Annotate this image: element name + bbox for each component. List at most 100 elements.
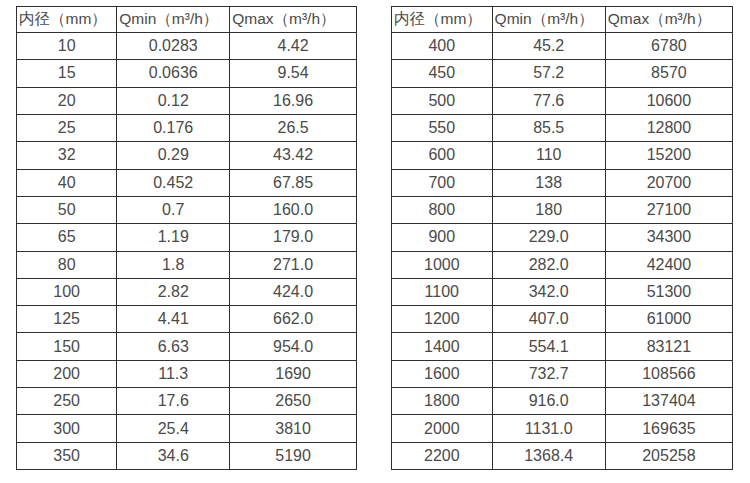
table-row: 40045.26780	[392, 33, 733, 60]
diameter-cell: 100	[17, 278, 117, 305]
qmin-cell: 229.0	[492, 224, 605, 251]
qmin-cell: 1368.4	[492, 442, 605, 469]
diameter-cell: 500	[392, 87, 493, 114]
qmin-cell: 282.0	[492, 251, 605, 278]
qmax-cell: 10600	[605, 87, 732, 114]
header-row: 内径（mm）Qmin（m³/h）Qmax（m³/h）	[17, 7, 357, 33]
table-row: 1002.82424.0	[17, 278, 357, 305]
diameter-cell: 1200	[392, 306, 493, 333]
qmax-cell: 9.54	[230, 60, 357, 87]
qmin-cell: 2.82	[117, 278, 230, 305]
qmax-cell: 954.0	[230, 333, 357, 360]
diameter-cell: 1100	[392, 278, 493, 305]
qmax-cell: 26.5	[230, 114, 357, 141]
table-row: 70013820700	[392, 169, 733, 196]
qmin-column-header: Qmin（m³/h）	[117, 7, 230, 33]
table-row: 651.19179.0	[17, 224, 357, 251]
qmin-cell: 85.5	[492, 114, 605, 141]
qmin-cell: 77.6	[492, 87, 605, 114]
table-row: 1000282.042400	[392, 251, 733, 278]
qmax-cell: 271.0	[230, 251, 357, 278]
table-row: 1600732.7108566	[392, 360, 733, 387]
table-row: 250.17626.5	[17, 114, 357, 141]
qmax-cell: 83121	[605, 333, 732, 360]
qmax-cell: 15200	[605, 142, 732, 169]
qmax-cell: 67.85	[230, 169, 357, 196]
diameter-cell: 300	[17, 415, 117, 442]
diameter-cell: 2200	[392, 442, 493, 469]
qmax-cell: 160.0	[230, 196, 357, 223]
diameter-cell: 50	[17, 196, 117, 223]
header-row: 内径（mm）Qmin（m³/h）Qmax（m³/h）	[392, 7, 733, 33]
qmin-cell: 110	[492, 142, 605, 169]
diameter-cell: 900	[392, 224, 493, 251]
qmin-cell: 0.176	[117, 114, 230, 141]
qmin-cell: 0.0283	[117, 33, 230, 60]
qmax-cell: 137404	[605, 388, 732, 415]
flow-rate-spec-page: { "colors": { "background": "#ffffff", "…	[0, 0, 750, 483]
qmin-cell: 1.19	[117, 224, 230, 251]
qmin-cell: 0.12	[117, 87, 230, 114]
table-row: 1100342.051300	[392, 278, 733, 305]
diameter-cell: 20	[17, 87, 117, 114]
qmax-cell: 43.42	[230, 142, 357, 169]
diameter-column-header: 内径（mm）	[392, 7, 493, 33]
table-row: 55085.512800	[392, 114, 733, 141]
diameter-cell: 2000	[392, 415, 493, 442]
qmax-cell: 61000	[605, 306, 732, 333]
qmax-cell: 108566	[605, 360, 732, 387]
flow-table-small-diameters: 内径（mm）Qmin（m³/h）Qmax（m³/h）100.02834.4215…	[16, 6, 357, 470]
qmin-column-header: Qmin（m³/h）	[492, 7, 605, 33]
diameter-cell: 1400	[392, 333, 493, 360]
diameter-cell: 200	[17, 360, 117, 387]
qmin-cell: 0.452	[117, 169, 230, 196]
table-row: 1200407.061000	[392, 306, 733, 333]
diameter-cell: 800	[392, 196, 493, 223]
qmax-column-header: Qmax（m³/h）	[230, 7, 357, 33]
table-row: 400.45267.85	[17, 169, 357, 196]
qmax-cell: 27100	[605, 196, 732, 223]
qmin-cell: 1131.0	[492, 415, 605, 442]
diameter-cell: 125	[17, 306, 117, 333]
table-row: 320.2943.42	[17, 142, 357, 169]
qmin-cell: 34.6	[117, 442, 230, 469]
table-row: 1506.63954.0	[17, 333, 357, 360]
table-row: 45057.28570	[392, 60, 733, 87]
table-row: 25017.62650	[17, 388, 357, 415]
qmin-cell: 4.41	[117, 306, 230, 333]
diameter-cell: 32	[17, 142, 117, 169]
diameter-cell: 450	[392, 60, 493, 87]
qmin-cell: 180	[492, 196, 605, 223]
table-row: 80018027100	[392, 196, 733, 223]
qmax-cell: 2650	[230, 388, 357, 415]
diameter-cell: 600	[392, 142, 493, 169]
diameter-cell: 150	[17, 333, 117, 360]
qmin-cell: 45.2	[492, 33, 605, 60]
qmax-cell: 20700	[605, 169, 732, 196]
qmin-cell: 342.0	[492, 278, 605, 305]
qmin-cell: 554.1	[492, 333, 605, 360]
qmin-cell: 0.29	[117, 142, 230, 169]
table-row: 801.8271.0	[17, 251, 357, 278]
table-row: 200.1216.96	[17, 87, 357, 114]
qmax-cell: 42400	[605, 251, 732, 278]
table-row: 30025.43810	[17, 415, 357, 442]
qmin-cell: 6.63	[117, 333, 230, 360]
diameter-cell: 25	[17, 114, 117, 141]
table-row: 20011.31690	[17, 360, 357, 387]
table-row: 20001131.0169635	[392, 415, 733, 442]
qmin-cell: 1.8	[117, 251, 230, 278]
qmin-cell: 25.4	[117, 415, 230, 442]
diameter-cell: 80	[17, 251, 117, 278]
table-row: 50077.610600	[392, 87, 733, 114]
qmin-cell: 11.3	[117, 360, 230, 387]
qmin-cell: 0.7	[117, 196, 230, 223]
table-row: 500.7160.0	[17, 196, 357, 223]
qmin-cell: 407.0	[492, 306, 605, 333]
table-row: 1800916.0137404	[392, 388, 733, 415]
qmax-column-header: Qmax（m³/h）	[605, 7, 732, 33]
qmax-cell: 179.0	[230, 224, 357, 251]
diameter-cell: 1600	[392, 360, 493, 387]
table-row: 1254.41662.0	[17, 306, 357, 333]
qmin-cell: 0.0636	[117, 60, 230, 87]
